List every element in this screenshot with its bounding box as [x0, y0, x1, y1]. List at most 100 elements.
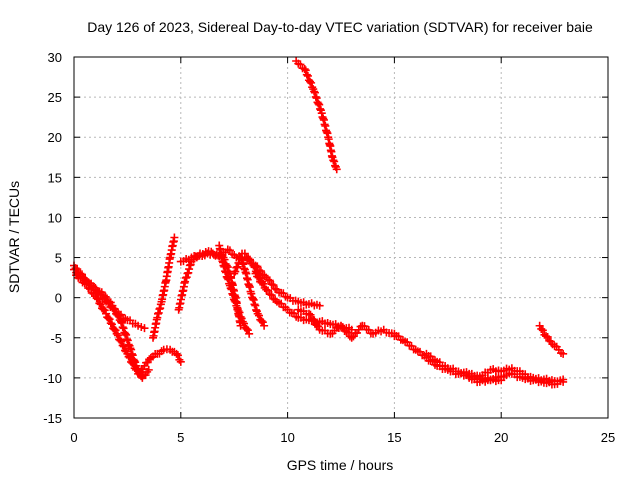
data-point: [262, 285, 271, 294]
data-marker: [118, 323, 127, 332]
data-marker: [96, 300, 105, 309]
data-marker: [233, 262, 242, 271]
data-marker: [99, 305, 108, 314]
data-marker: [329, 156, 338, 165]
data-point: [245, 329, 254, 338]
data-marker: [86, 285, 95, 294]
series-arc-8: [215, 241, 254, 338]
data-marker: [220, 262, 229, 271]
data-point: [232, 301, 241, 310]
data-point: [315, 301, 324, 310]
series-arc-17: [535, 321, 568, 358]
data-marker: [243, 326, 252, 335]
data-marker: [257, 316, 266, 325]
series-arc-5: [149, 233, 179, 342]
data-marker: [227, 285, 236, 294]
data-marker: [252, 305, 261, 314]
y-axis-label: SDTVAR / TECUs: [6, 181, 22, 293]
data-marker: [119, 324, 128, 333]
data-marker: [259, 279, 268, 288]
y-tick-label: -5: [50, 331, 62, 346]
y-tick-label: 20: [48, 130, 62, 145]
series-arc-16: [465, 369, 568, 389]
data-point: [80, 279, 89, 288]
data-marker: [124, 340, 133, 349]
data-marker: [84, 284, 93, 293]
data-marker: [267, 280, 276, 289]
x-tick-label: 5: [177, 430, 184, 445]
data-marker: [256, 266, 265, 275]
data-marker: [117, 337, 126, 346]
data-point: [300, 65, 309, 74]
data-marker: [173, 351, 182, 360]
y-tick-label: -15: [43, 411, 62, 426]
data-marker: [117, 318, 126, 327]
y-tick-label: 10: [48, 210, 62, 225]
data-marker: [121, 329, 130, 338]
data-marker: [92, 294, 101, 303]
data-marker: [249, 295, 258, 304]
data-marker: [269, 281, 278, 290]
data-point: [140, 324, 149, 333]
data-marker: [228, 289, 237, 298]
data-marker: [264, 275, 273, 284]
x-tick-label: 10: [280, 430, 294, 445]
chart-title: Day 126 of 2023, Sidereal Day-to-day VTE…: [87, 19, 593, 35]
data-marker: [116, 336, 125, 345]
data-marker: [253, 272, 262, 281]
data-point: [304, 309, 313, 318]
data-marker: [239, 260, 248, 269]
data-marker: [234, 307, 243, 316]
y-tick-label: -10: [43, 371, 62, 386]
data-marker: [242, 324, 251, 333]
data-marker: [267, 291, 276, 300]
series-arc-4: [134, 345, 185, 378]
data-marker: [184, 268, 193, 277]
y-tick-label: 0: [55, 291, 62, 306]
data-marker: [95, 299, 104, 308]
data-marker: [250, 300, 259, 309]
data-marker: [265, 290, 274, 299]
data-marker: [342, 327, 351, 336]
data-point: [172, 349, 181, 358]
data-marker: [182, 273, 191, 282]
data-point: [332, 165, 341, 174]
data-marker: [105, 315, 114, 324]
data-marker: [254, 311, 263, 320]
data-point: [176, 357, 185, 366]
data-marker: [257, 278, 266, 287]
data-marker: [240, 264, 249, 273]
data-marker: [124, 352, 133, 361]
data-marker: [123, 336, 132, 345]
data-marker: [224, 275, 233, 284]
data-point: [337, 321, 345, 330]
x-tick-label: 25: [601, 430, 615, 445]
x-tick-label: 20: [494, 430, 508, 445]
data-marker: [271, 284, 280, 293]
data-marker: [310, 87, 319, 96]
data-marker: [302, 70, 311, 79]
data-marker: [330, 157, 339, 166]
data-point: [260, 321, 269, 330]
data-marker: [221, 267, 230, 276]
data-marker: [306, 310, 315, 319]
data-marker: [221, 268, 230, 277]
data-marker: [301, 66, 310, 75]
data-marker: [94, 295, 103, 304]
data-marker: [223, 274, 232, 283]
y-tick-label: 5: [55, 251, 62, 266]
data-marker: [127, 345, 136, 354]
data-point: [542, 332, 551, 341]
series-arc-10: [240, 253, 324, 310]
data-point: [559, 375, 568, 384]
data-marker: [106, 319, 115, 328]
data-marker: [232, 263, 241, 272]
data-marker: [110, 325, 119, 334]
data-marker: [315, 100, 324, 109]
data-marker: [258, 318, 267, 327]
data-point: [251, 261, 260, 270]
data-marker: [303, 71, 312, 80]
